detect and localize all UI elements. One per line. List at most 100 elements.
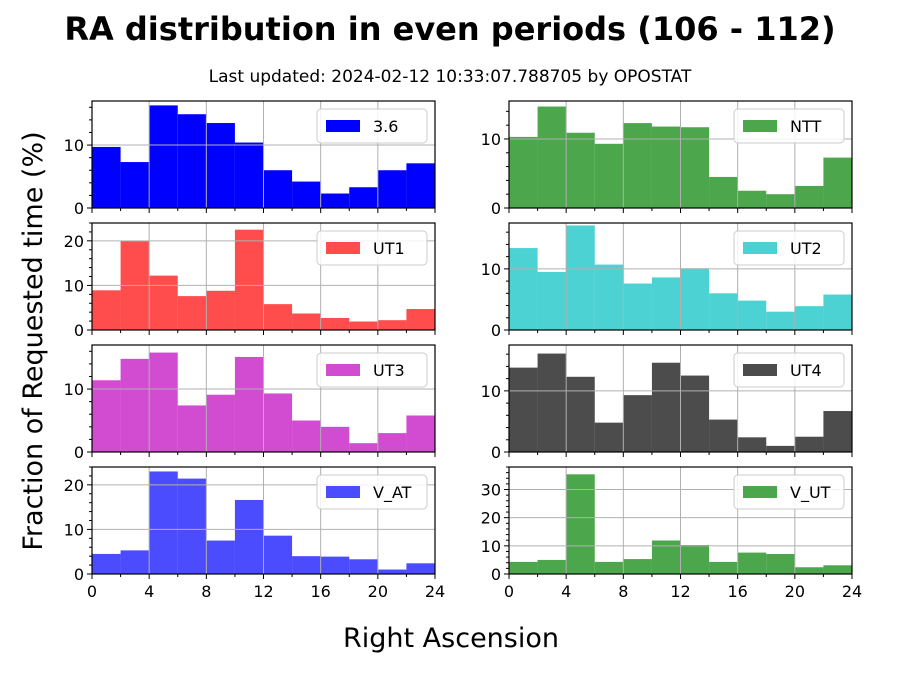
histogram-bar [651,277,681,330]
histogram-bar [594,143,624,208]
legend: V_AT [316,474,428,510]
histogram-bar [377,569,407,574]
histogram-bar [234,142,264,208]
x-tick-label: 8 [618,582,628,601]
histogram-bar [680,544,710,574]
histogram-bar [206,123,235,208]
histogram-bar [149,352,178,452]
histogram-bar [92,290,121,330]
histogram-bar [537,271,567,330]
chart-subtitle: Last updated: 2024-02-12 10:33:07.788705… [208,67,692,87]
histogram-bar [177,405,207,452]
histogram-bar [292,420,321,452]
histogram-bar [537,353,567,452]
legend-box [316,352,428,388]
legend-box [316,230,428,266]
y-tick-label: 20 [481,509,501,528]
histogram-bar [349,559,378,574]
legend-swatch [326,364,360,376]
histogram-bar [509,248,538,330]
histogram-bar [406,563,435,574]
y-tick-label: 0 [491,199,501,218]
histogram-bar [680,268,710,330]
histogram-bar [263,535,293,574]
histogram-bar [234,356,264,452]
histogram-bar [709,561,738,574]
legend-box [733,230,845,266]
x-tick-label: 20 [368,582,388,601]
histogram-bar [120,358,150,452]
histogram-bar [149,105,178,208]
histogram-bar [566,132,595,208]
panel-3-6: 0 10 3.6 [64,100,436,218]
histogram-bar [320,426,350,452]
legend-label: UT2 [790,239,822,258]
histogram-bar [709,293,738,330]
y-tick-label: 0 [491,443,501,462]
y-tick-label: 0 [491,321,501,340]
histogram-bar [623,395,652,452]
y-tick-label: 10 [64,520,84,539]
legend-box [316,108,428,144]
histogram-bar [149,471,178,574]
legend-box [733,474,845,510]
histogram-bar [320,317,350,330]
histogram-bar [92,146,121,208]
x-tick-label: 0 [87,582,97,601]
histogram-bar [737,552,767,574]
legend-swatch [326,120,360,132]
histogram-bar [594,264,624,330]
histogram-bar [92,380,121,452]
histogram-bar [794,567,824,574]
y-tick-label: 10 [64,380,84,399]
x-tick-label: 24 [425,582,445,601]
histogram-bar [823,411,852,452]
histogram-bar [737,190,767,208]
legend: UT2 [733,230,845,266]
y-tick-label: 10 [481,260,501,279]
panel-v-ut: 0 10 20 30 0 4 8 12 16 20 24 V_UT [481,466,862,601]
histogram-bar [292,556,321,574]
histogram-bar [263,170,293,208]
legend: UT4 [733,352,845,388]
y-tick-label: 0 [74,443,84,462]
chart-title: RA distribution in even periods (106 - 1… [64,10,836,48]
histogram-bar [794,306,824,330]
histogram-bar [92,553,121,574]
histogram-bar [177,114,207,208]
histogram-bar [320,556,350,574]
histogram-bar [377,433,407,452]
legend: 3.6 [316,108,428,144]
panel-ut2: 0 10 UT2 [481,222,853,340]
x-tick-label: 12 [670,582,690,601]
legend-swatch [743,364,777,376]
histogram-bar [177,296,207,330]
histogram-bar [406,163,435,208]
histogram-bar [823,294,852,330]
histogram-bar [709,419,738,452]
histogram-bar [537,106,567,208]
legend-label: UT4 [790,361,822,380]
legend-label: UT3 [373,361,405,380]
histogram-bar [509,561,538,574]
histogram-bar [509,136,538,208]
y-tick-label: 0 [74,565,84,584]
histogram-bar [377,320,407,330]
legend-swatch [743,486,777,498]
legend-label: NTT [790,117,821,136]
legend: UT1 [316,230,428,266]
y-tick-label: 10 [481,130,501,149]
y-tick-label: 20 [64,476,84,495]
histogram-bar [566,474,595,574]
histogram-bar [794,436,824,452]
histogram-bar [766,445,795,452]
y-tick-label: 0 [491,565,501,584]
histogram-bar [406,415,435,452]
histogram-bar [566,376,595,452]
histogram-bar [349,187,378,208]
legend: V_UT [733,474,845,510]
legend-swatch [326,486,360,498]
histogram-bar [320,193,350,208]
legend-swatch [743,120,777,132]
